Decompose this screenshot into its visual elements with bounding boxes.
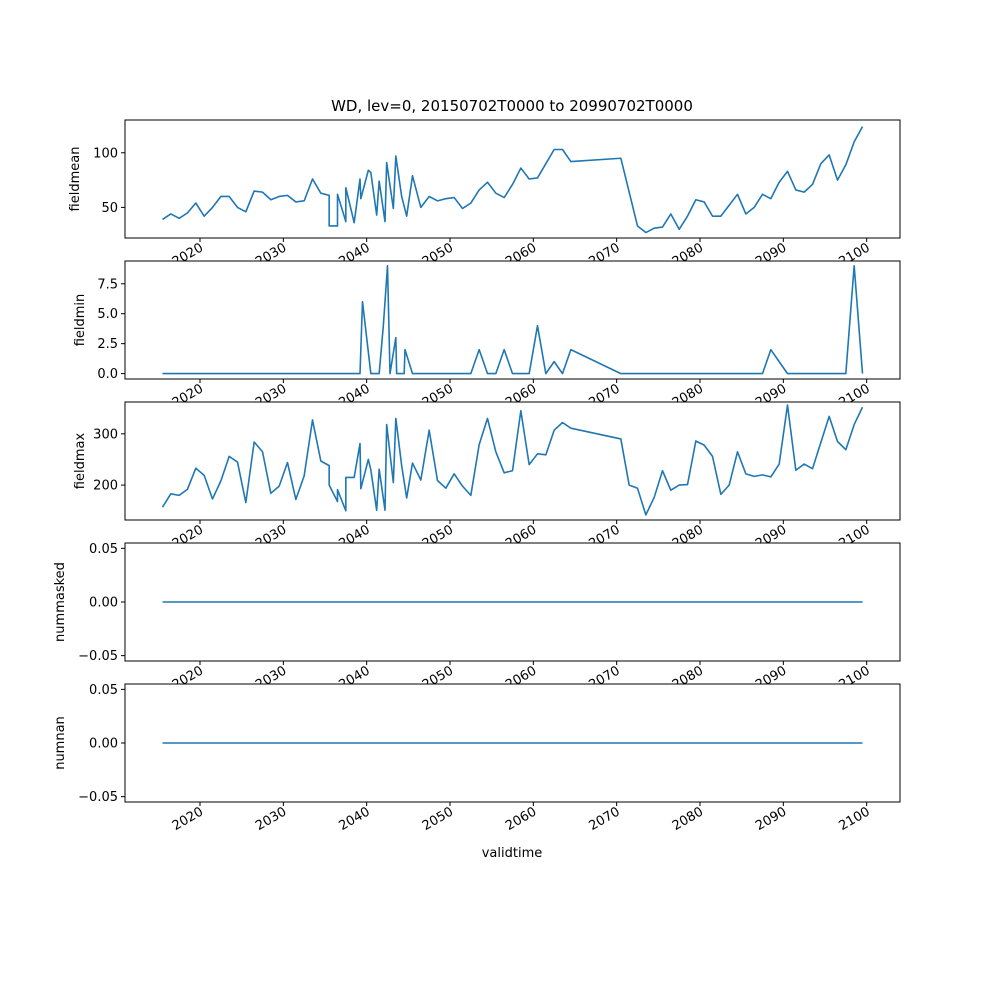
axes-frame bbox=[124, 119, 901, 239]
y-axis-label-nummasked: nummasked bbox=[53, 562, 68, 642]
y-tick-label: −0.05 bbox=[78, 790, 118, 805]
y-tick-label: 5.0 bbox=[97, 307, 118, 322]
y-tick-label: 300 bbox=[93, 427, 118, 442]
axes-frame bbox=[124, 401, 901, 521]
y-tick-label: 2.5 bbox=[97, 337, 118, 352]
y-axis-label-fieldmean: fieldmean bbox=[68, 147, 83, 212]
y-axis-label-fieldmax: fieldmax bbox=[73, 433, 88, 490]
y-tick-label: 50 bbox=[101, 201, 118, 216]
series-line-fieldmean bbox=[162, 126, 864, 234]
series-line-fieldmin bbox=[162, 264, 864, 375]
y-tick-label: 0.00 bbox=[89, 737, 118, 752]
axes-frame bbox=[124, 260, 901, 380]
axes-background bbox=[125, 402, 900, 520]
y-tick-label: −0.05 bbox=[78, 649, 118, 664]
y-axis-label-fieldmin: fieldmin bbox=[73, 294, 88, 347]
y-tick-label: 0.05 bbox=[89, 683, 118, 698]
y-tick-label: 200 bbox=[93, 479, 118, 494]
x-axis-label: validtime bbox=[482, 846, 543, 861]
chart-title: WD, lev=0, 20150702T0000 to 20990702T000… bbox=[331, 97, 693, 115]
y-axis-label-numnan: numnan bbox=[53, 716, 68, 770]
y-tick-label: 0.0 bbox=[97, 367, 118, 382]
y-tick-label: 7.5 bbox=[97, 277, 118, 292]
y-tick-label: 100 bbox=[93, 146, 118, 161]
series-line-fieldmax bbox=[161, 404, 864, 516]
y-tick-label: 0.00 bbox=[89, 596, 118, 611]
y-tick-label: 0.05 bbox=[89, 542, 118, 557]
axes-background bbox=[125, 261, 900, 379]
